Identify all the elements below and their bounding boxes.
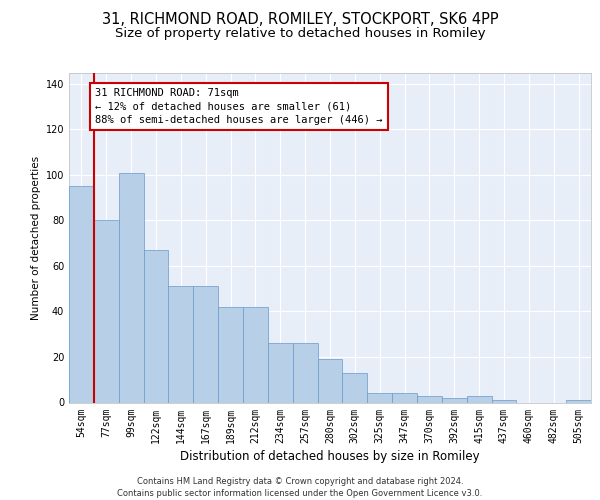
Text: 31 RICHMOND ROAD: 71sqm
← 12% of detached houses are smaller (61)
88% of semi-de: 31 RICHMOND ROAD: 71sqm ← 12% of detache… <box>95 88 383 125</box>
Bar <box>467 396 491 402</box>
Bar <box>243 307 268 402</box>
X-axis label: Distribution of detached houses by size in Romiley: Distribution of detached houses by size … <box>180 450 480 462</box>
Bar <box>119 172 143 402</box>
Bar <box>169 286 193 403</box>
Y-axis label: Number of detached properties: Number of detached properties <box>31 156 41 320</box>
Bar <box>293 344 317 402</box>
Bar <box>491 400 517 402</box>
Bar <box>143 250 169 402</box>
Text: 31, RICHMOND ROAD, ROMILEY, STOCKPORT, SK6 4PP: 31, RICHMOND ROAD, ROMILEY, STOCKPORT, S… <box>101 12 499 28</box>
Text: Contains HM Land Registry data © Crown copyright and database right 2024.: Contains HM Land Registry data © Crown c… <box>137 477 463 486</box>
Bar <box>317 360 343 403</box>
Text: Contains public sector information licensed under the Open Government Licence v3: Contains public sector information licen… <box>118 488 482 498</box>
Bar <box>392 394 417 402</box>
Bar <box>566 400 591 402</box>
Bar <box>417 396 442 402</box>
Bar <box>69 186 94 402</box>
Bar <box>343 373 367 402</box>
Bar <box>193 286 218 403</box>
Bar <box>367 394 392 402</box>
Text: Size of property relative to detached houses in Romiley: Size of property relative to detached ho… <box>115 28 485 40</box>
Bar <box>218 307 243 402</box>
Bar <box>268 344 293 402</box>
Bar <box>442 398 467 402</box>
Bar <box>94 220 119 402</box>
